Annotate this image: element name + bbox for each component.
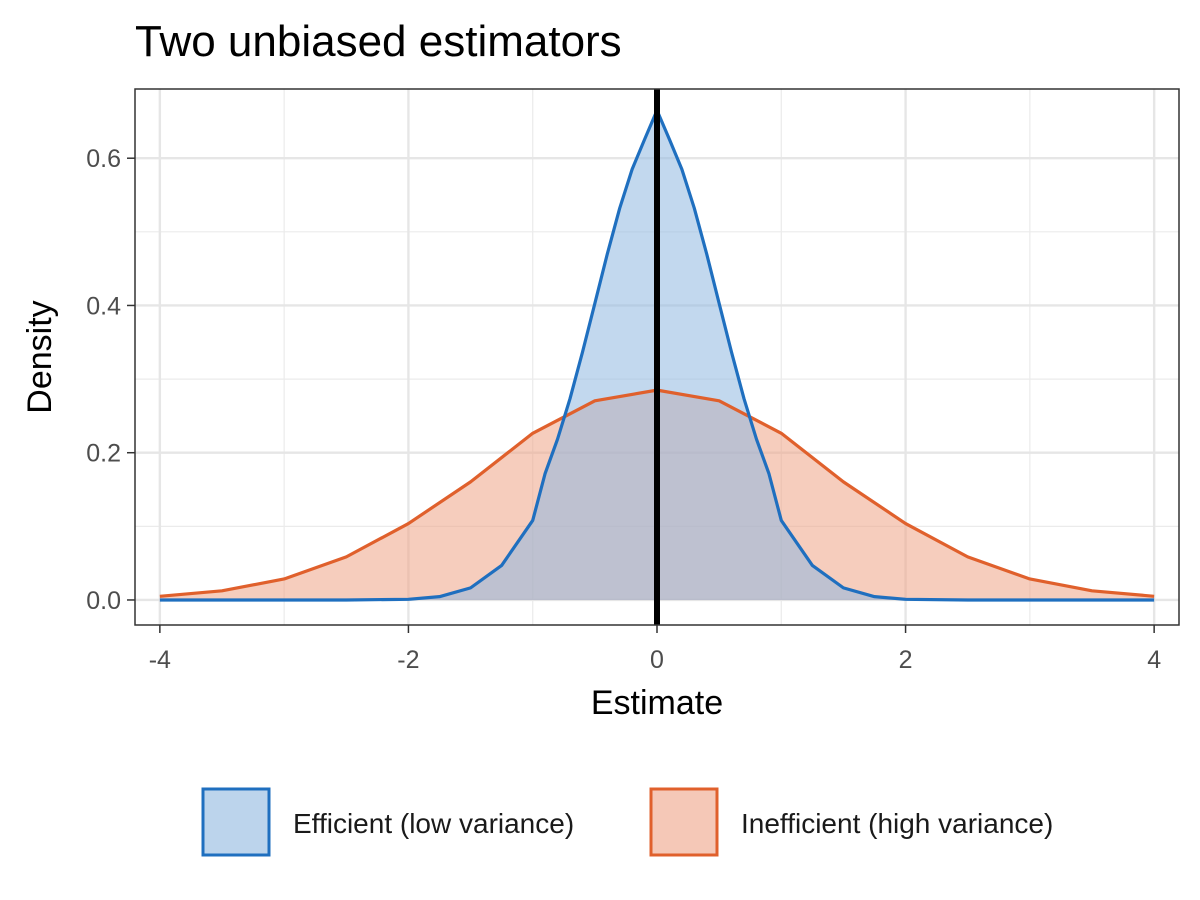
y-tick-label: 0.0 [86, 587, 121, 615]
chart-title: Two unbiased estimators [135, 17, 622, 66]
x-tick-label: -4 [149, 646, 171, 674]
legend-key-efficient [201, 787, 271, 857]
legend-key-inefficient [649, 787, 719, 857]
y-tick-label: 0.6 [86, 145, 121, 173]
legend-label-efficient: Efficient (low variance) [293, 808, 574, 839]
legend-label-inefficient: Inefficient (high variance) [741, 808, 1053, 839]
y-axis-title: Density [21, 300, 59, 413]
x-axis-title: Estimate [591, 684, 723, 722]
legend: Efficient (low variance) Inefficient (hig… [201, 787, 1053, 857]
x-tick-label: 0 [650, 646, 664, 674]
y-tick-label: 0.2 [86, 440, 121, 468]
x-axis-ticks: -4 -2 0 2 4 [149, 625, 1161, 674]
y-axis-ticks: 0.0 0.2 0.4 0.6 [86, 145, 135, 615]
x-tick-label: -2 [397, 646, 419, 674]
x-tick-label: 4 [1147, 646, 1161, 674]
x-tick-label: 2 [899, 646, 913, 674]
y-tick-label: 0.4 [86, 292, 121, 320]
